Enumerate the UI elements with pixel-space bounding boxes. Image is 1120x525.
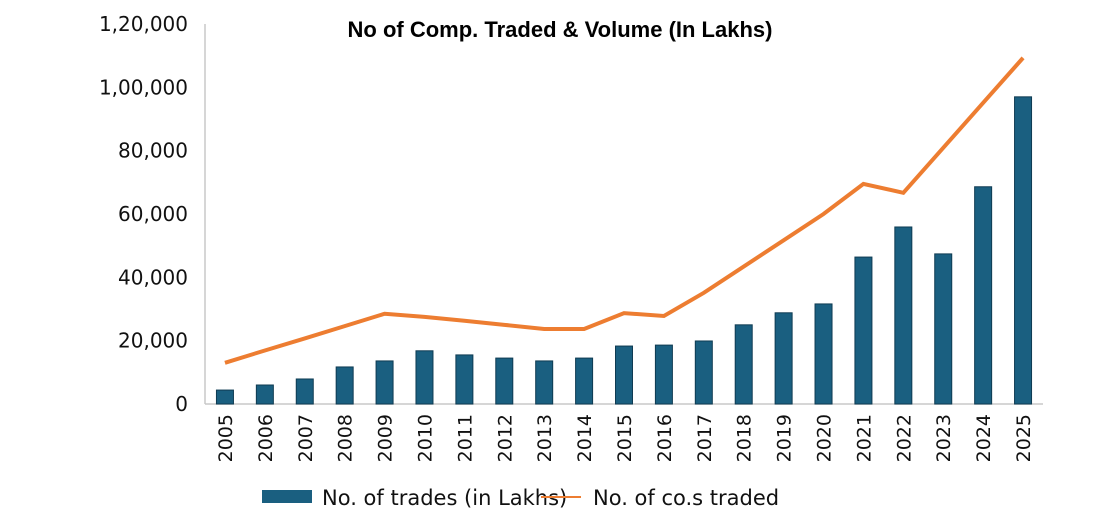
x-tick-label: 2017	[694, 414, 716, 462]
y-axis: 0 20,000 40,000 60,000 80,000 1,00,000 1,20,00…	[99, 12, 206, 416]
bar	[734, 324, 753, 405]
x-tick-label: 2023	[933, 414, 955, 462]
x-tick-label: 2013	[534, 414, 556, 462]
y-tick-label: 60,000	[118, 202, 188, 226]
bar	[974, 186, 993, 405]
x-axis: 2005 2006 2007 2008 2009 2010 2011 2012 2013 2014…	[205, 403, 1043, 462]
y-tick-label: 80,000	[118, 139, 188, 163]
legend: No. of trades (in Lakhs) No. of co.s tra…	[262, 486, 779, 510]
bar	[335, 366, 354, 405]
y-tick-label: 20,000	[118, 329, 188, 353]
bar	[375, 360, 394, 405]
bar-series	[215, 96, 1033, 405]
x-tick-label: 2011	[454, 414, 476, 462]
x-tick-label: 2015	[614, 414, 636, 462]
y-tick-label: 40,000	[118, 265, 188, 289]
legend-label-line: No. of co.s traded	[593, 486, 779, 510]
x-tick-label: 2020	[814, 414, 836, 462]
bar	[934, 253, 953, 405]
x-tick-label: 2010	[414, 414, 436, 462]
bar	[774, 312, 793, 405]
bar	[854, 256, 873, 405]
bar	[295, 378, 314, 405]
legend-label-bars: No. of trades (in Lakhs)	[322, 486, 567, 510]
x-tick-label: 2005	[215, 414, 237, 462]
bar	[455, 354, 474, 405]
chart-title: No of Comp. Traded & Volume (In Lakhs)	[348, 17, 773, 42]
x-tick-label: 2019	[774, 414, 796, 462]
bar	[814, 303, 833, 405]
x-tick-label: 2025	[1013, 414, 1035, 462]
bar	[894, 226, 913, 405]
bar	[694, 340, 713, 405]
x-tick-label: 2016	[654, 414, 676, 462]
x-tick-label: 2024	[973, 414, 995, 462]
y-tick-label: 0	[175, 392, 188, 416]
x-tick-label: 2018	[734, 414, 756, 462]
x-tick-label: 2022	[893, 414, 915, 462]
y-tick-label: 1,20,000	[99, 12, 188, 36]
x-tick-label: 2008	[335, 414, 357, 462]
y-tick-label: 1,00,000	[99, 75, 188, 99]
bar	[215, 389, 234, 405]
bar	[575, 357, 594, 405]
line-series	[224, 56, 1025, 365]
legend-swatch-bars	[262, 490, 312, 503]
x-tick-label: 2009	[375, 414, 397, 462]
x-tick-label: 2012	[494, 414, 516, 462]
bar	[415, 350, 434, 405]
x-tick-label: 2006	[255, 414, 277, 462]
bar	[495, 357, 514, 405]
bar	[654, 344, 673, 405]
bar	[1014, 96, 1033, 405]
bar	[535, 360, 554, 405]
x-tick-label: 2007	[295, 414, 317, 462]
x-tick-label: 2021	[853, 414, 875, 462]
bar	[615, 345, 633, 405]
x-tick-label: 2014	[574, 414, 596, 462]
bar	[255, 384, 274, 405]
